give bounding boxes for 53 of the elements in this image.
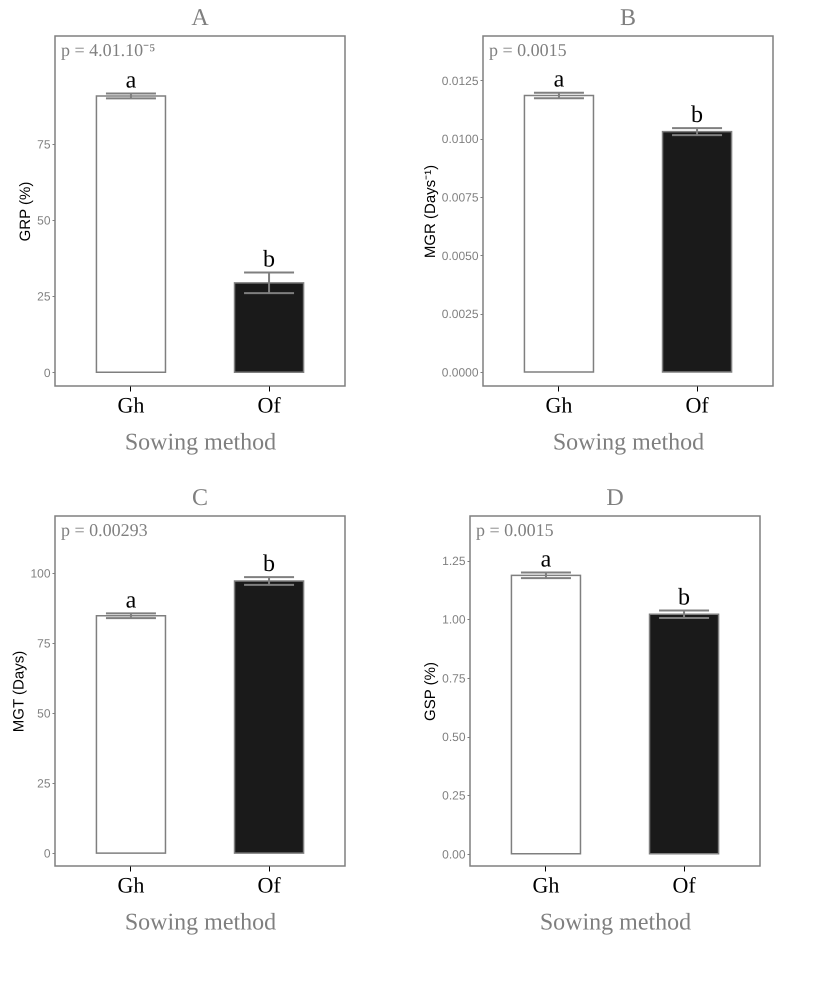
y-tick-label: 0.25 bbox=[442, 788, 466, 803]
chart-title: D bbox=[606, 485, 624, 511]
y-tick-label: 0.00 bbox=[442, 847, 466, 862]
x-tick-label: Gh bbox=[532, 872, 560, 898]
x-axis-title: Sowing method bbox=[124, 430, 276, 456]
x-tick-label: Of bbox=[672, 872, 696, 898]
annotation: p = 0.0015 bbox=[489, 40, 567, 60]
y-tick-label: 75 bbox=[37, 636, 51, 650]
y-tick-label: 0.0075 bbox=[442, 190, 479, 204]
y-tick-label: 1.00 bbox=[442, 612, 466, 627]
annotation: b bbox=[263, 246, 276, 272]
annotation: a bbox=[126, 587, 137, 614]
annotation: a bbox=[540, 546, 552, 573]
y-tick-label: 0 bbox=[44, 366, 51, 380]
chart-title: A bbox=[191, 5, 210, 31]
y-tick-label: 75 bbox=[37, 138, 51, 152]
annotation: p = 4.01.10⁻⁵ bbox=[61, 40, 156, 60]
annotation: b bbox=[263, 551, 276, 578]
y-axis-title: MGT (Days) bbox=[10, 650, 28, 732]
y-tick-label: 50 bbox=[37, 706, 51, 720]
x-tick-label: Of bbox=[257, 392, 282, 418]
y-tick-label: 25 bbox=[37, 290, 51, 304]
y-tick-label: 0.0025 bbox=[442, 307, 479, 322]
x-tick-label: Gh bbox=[118, 872, 144, 898]
y-tick-label: 25 bbox=[37, 776, 51, 791]
y-tick-label: 0.0125 bbox=[442, 74, 479, 88]
y-axis-title: GSP (%) bbox=[422, 662, 440, 721]
annotation: b bbox=[678, 584, 690, 611]
x-tick-label: Gh bbox=[118, 392, 144, 418]
annotation: p = 0.00293 bbox=[61, 520, 148, 540]
x-tick-label: Of bbox=[685, 392, 710, 418]
x-tick-label: Gh bbox=[546, 392, 572, 418]
x-axis-title: Sowing method bbox=[540, 910, 692, 936]
annotation: a bbox=[554, 66, 565, 93]
y-tick-label: 100 bbox=[30, 566, 51, 580]
y-tick-label: 0.50 bbox=[442, 730, 466, 744]
chart-title: C bbox=[192, 485, 208, 511]
annotation: b bbox=[691, 102, 704, 128]
y-axis-title: GRP (%) bbox=[17, 182, 34, 242]
y-tick-label: 0.0050 bbox=[442, 248, 479, 263]
y-tick-label: 50 bbox=[37, 214, 51, 228]
x-axis-title: Sowing method bbox=[124, 910, 276, 936]
y-tick-label: 0 bbox=[44, 846, 51, 861]
chart-title: B bbox=[620, 5, 636, 31]
y-tick-label: 0.0100 bbox=[442, 132, 479, 146]
y-tick-label: 1.25 bbox=[442, 554, 466, 568]
annotation: a bbox=[126, 68, 137, 94]
annotation: p = 0.0015 bbox=[476, 520, 554, 540]
x-tick-label: Of bbox=[257, 872, 282, 898]
y-tick-label: 0.0000 bbox=[442, 366, 479, 380]
y-axis-title: MGR (Days⁻¹) bbox=[422, 164, 439, 258]
x-axis-title: Sowing method bbox=[552, 430, 704, 456]
y-tick-label: 0.75 bbox=[442, 671, 466, 686]
